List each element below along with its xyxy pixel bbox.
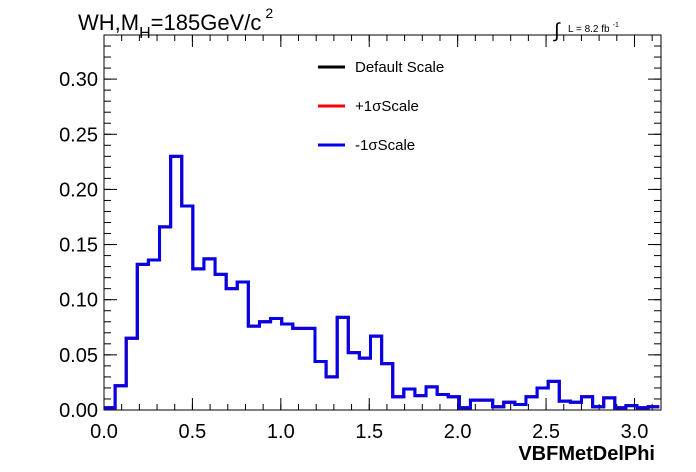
legend-label: -1σScale [355,137,415,154]
x-axis-title: VBFMetDelPhi [518,443,655,465]
chart-title: WH,MH=185GeV/c 2 [78,5,273,42]
x-tick-label: 3.0 [621,421,649,443]
chart-title-rest: =185GeV/c [151,10,262,35]
lumi-label: L = 8.2 fb -1 [568,22,619,35]
axis-ticks: 0.00 0.05 0.10 0.15 0.20 0.25 0.30 0.0 0.5 1.0 1.5… [59,34,661,443]
y-tick-label: 0.30 [59,69,98,91]
x-tick-label: 0.5 [179,421,207,443]
lumi-label-superscript: -1 [613,22,619,29]
y-tick-label: 0.05 [59,345,98,367]
x-tick-label: 1.5 [355,421,383,443]
y-tick-label: 0.00 [59,400,98,422]
legend-label: +1σScale [355,98,419,115]
legend: Default Scale +1σScale -1σScale [318,59,444,154]
y-tick-label: 0.10 [59,290,98,312]
y-tick-label: 0.15 [59,235,98,257]
x-tick-label: 0.0 [90,421,118,443]
series-line-0 [104,154,660,410]
legend-label: Default Scale [355,59,444,76]
chart-title-superscript: 2 [265,5,273,21]
series-line-1 [104,154,660,410]
series-line-2 [104,154,660,410]
y-tick-label: 0.20 [59,179,98,201]
series-group [104,154,660,410]
x-tick-label: 2.0 [444,421,472,443]
x-tick-label: 1.0 [267,421,295,443]
y-tick-label: 0.25 [59,124,98,146]
chart-title-subscript: H [139,25,151,42]
lumi-integral-sign: ∫ [553,20,561,42]
x-tick-label: 2.5 [532,421,560,443]
